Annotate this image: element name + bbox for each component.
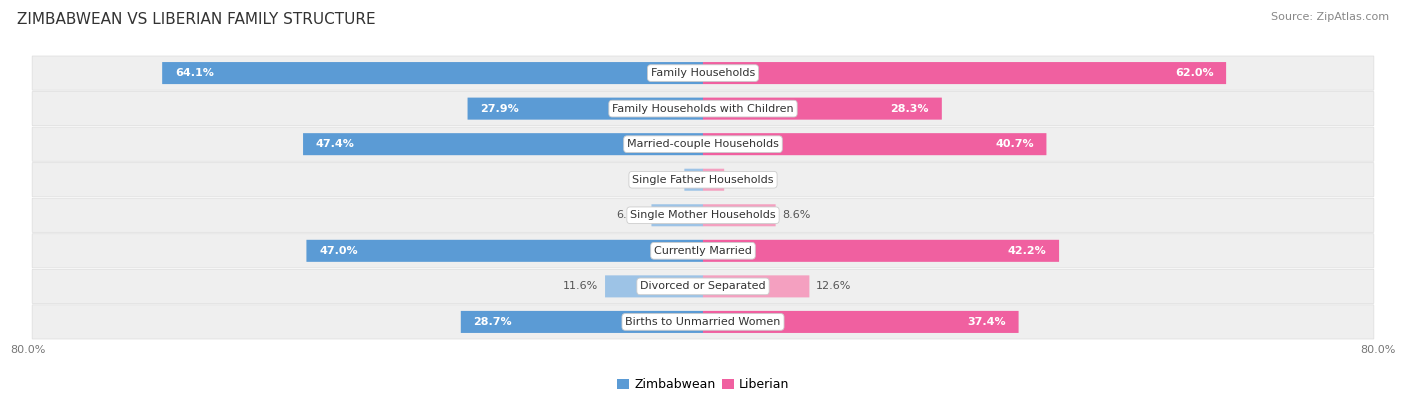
Text: 28.3%: 28.3% <box>890 103 929 114</box>
FancyBboxPatch shape <box>703 98 942 120</box>
Text: Single Mother Households: Single Mother Households <box>630 210 776 220</box>
Text: Divorced or Separated: Divorced or Separated <box>640 281 766 292</box>
Text: 27.9%: 27.9% <box>481 103 519 114</box>
FancyBboxPatch shape <box>32 198 1374 232</box>
FancyBboxPatch shape <box>307 240 703 262</box>
Text: 11.6%: 11.6% <box>564 281 599 292</box>
Text: Family Households: Family Households <box>651 68 755 78</box>
FancyBboxPatch shape <box>461 311 703 333</box>
FancyBboxPatch shape <box>703 169 724 191</box>
FancyBboxPatch shape <box>32 127 1374 161</box>
Legend: Zimbabwean, Liberian: Zimbabwean, Liberian <box>612 373 794 395</box>
FancyBboxPatch shape <box>605 275 703 297</box>
Text: ZIMBABWEAN VS LIBERIAN FAMILY STRUCTURE: ZIMBABWEAN VS LIBERIAN FAMILY STRUCTURE <box>17 12 375 27</box>
Text: 64.1%: 64.1% <box>174 68 214 78</box>
FancyBboxPatch shape <box>703 240 1059 262</box>
Text: 2.2%: 2.2% <box>650 175 678 185</box>
Text: 2.5%: 2.5% <box>731 175 759 185</box>
FancyBboxPatch shape <box>32 92 1374 126</box>
Text: 12.6%: 12.6% <box>815 281 852 292</box>
FancyBboxPatch shape <box>468 98 703 120</box>
FancyBboxPatch shape <box>685 169 703 191</box>
FancyBboxPatch shape <box>304 133 703 155</box>
Text: 8.6%: 8.6% <box>782 210 811 220</box>
FancyBboxPatch shape <box>703 275 810 297</box>
FancyBboxPatch shape <box>162 62 703 84</box>
Text: 37.4%: 37.4% <box>967 317 1005 327</box>
FancyBboxPatch shape <box>703 311 1018 333</box>
FancyBboxPatch shape <box>703 62 1226 84</box>
Text: 62.0%: 62.0% <box>1175 68 1213 78</box>
Text: 42.2%: 42.2% <box>1008 246 1046 256</box>
Text: 47.4%: 47.4% <box>316 139 354 149</box>
Text: 28.7%: 28.7% <box>474 317 512 327</box>
FancyBboxPatch shape <box>703 204 776 226</box>
Text: Currently Married: Currently Married <box>654 246 752 256</box>
Text: Married-couple Households: Married-couple Households <box>627 139 779 149</box>
Text: Source: ZipAtlas.com: Source: ZipAtlas.com <box>1271 12 1389 22</box>
Text: 40.7%: 40.7% <box>995 139 1033 149</box>
Text: Family Households with Children: Family Households with Children <box>612 103 794 114</box>
FancyBboxPatch shape <box>32 56 1374 90</box>
FancyBboxPatch shape <box>32 163 1374 197</box>
Text: Single Father Households: Single Father Households <box>633 175 773 185</box>
FancyBboxPatch shape <box>32 269 1374 303</box>
Text: Births to Unmarried Women: Births to Unmarried Women <box>626 317 780 327</box>
FancyBboxPatch shape <box>651 204 703 226</box>
Text: 6.1%: 6.1% <box>617 210 645 220</box>
FancyBboxPatch shape <box>703 133 1046 155</box>
FancyBboxPatch shape <box>32 234 1374 268</box>
FancyBboxPatch shape <box>32 305 1374 339</box>
Text: 47.0%: 47.0% <box>319 246 357 256</box>
